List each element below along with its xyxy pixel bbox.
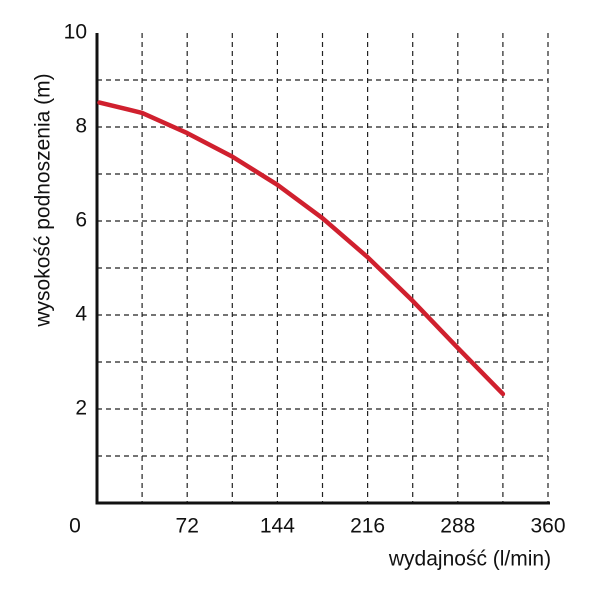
y-tick-label: 10 xyxy=(64,21,87,44)
x-axis-label: wydajność (l/min) xyxy=(388,548,551,571)
data-line xyxy=(97,100,506,397)
x-tick-label: 216 xyxy=(350,515,385,538)
x-tick-label: 144 xyxy=(260,515,295,538)
y-tick-label: 4 xyxy=(75,303,87,326)
y-tick-label: 6 xyxy=(75,209,87,232)
y-tick-label: 2 xyxy=(75,397,87,420)
x-tick-label: 360 xyxy=(530,515,565,538)
y-tick-label: 8 xyxy=(75,115,87,138)
x-tick-label: 0 xyxy=(69,515,81,538)
x-tick-label: 72 xyxy=(176,515,199,538)
y-axis-label: wysokość podnoszenia (m) xyxy=(32,73,55,327)
x-tick-label: 288 xyxy=(440,515,475,538)
